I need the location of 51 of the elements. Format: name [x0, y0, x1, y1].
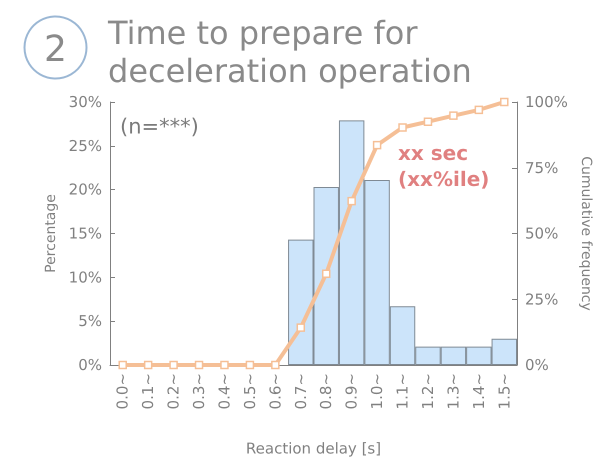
- chart-title: Time to prepare for deceleration operation: [107, 14, 472, 90]
- y-tick-label: 25%: [68, 136, 102, 155]
- point: [118, 360, 127, 370]
- point: [194, 360, 204, 370]
- y2-tick-label: 25%: [525, 290, 558, 308]
- point: [220, 360, 229, 370]
- x-tick-label: 1.4~: [470, 373, 488, 410]
- x-tick-label: 1.0~: [368, 373, 386, 410]
- y2-tick-label: 75%: [525, 158, 558, 177]
- y-tick-label: 0%: [78, 356, 102, 374]
- point: [424, 117, 432, 126]
- point: [322, 269, 330, 278]
- point: [347, 196, 356, 206]
- y-tick-label: 30%: [68, 93, 102, 111]
- point: [449, 111, 458, 120]
- x-tick-label: 0.9~: [342, 373, 361, 410]
- x-axis-title: Reaction delay [s]: [246, 440, 382, 458]
- x-tick-label: 1.2~: [418, 373, 437, 410]
- y2-tick-label: 50%: [525, 224, 558, 242]
- annotation: (n=***): [120, 114, 199, 138]
- y2-tick-label: 100%: [525, 93, 568, 111]
- point: [246, 360, 254, 370]
- x-tick-label: 0.1~: [139, 373, 158, 410]
- x-tick-label: 0.6~: [266, 373, 284, 410]
- point: [474, 106, 484, 114]
- point: [169, 360, 178, 370]
- text: 2: [44, 29, 67, 70]
- y2-tick-label: 0%: [525, 356, 549, 374]
- x-tick-label: 0.0~: [114, 373, 132, 410]
- x-tick-label: 1.5~: [495, 373, 514, 410]
- annotation: xx sec (xx%ile): [398, 141, 490, 191]
- y-tick-label: 10%: [68, 268, 102, 286]
- point: [500, 98, 509, 106]
- x-tick-label: 0.7~: [292, 373, 310, 410]
- x-tick-label: 0.5~: [240, 373, 259, 410]
- y-tick-label: 15%: [68, 224, 102, 242]
- point: [144, 360, 152, 370]
- x-tick-label: 0.3~: [190, 373, 208, 410]
- y2-axis-title: Cumulative frequency: [578, 156, 594, 311]
- y-tick-label: 5%: [78, 312, 102, 330]
- point: [372, 140, 382, 150]
- x-tick-label: 0.8~: [317, 373, 336, 410]
- x-tick-label: 0.4~: [215, 373, 234, 410]
- point: [271, 360, 280, 370]
- x-tick-label: 1.3~: [444, 373, 462, 410]
- point: [398, 123, 407, 132]
- point: [296, 323, 306, 332]
- x-tick-label: 1.1~: [394, 373, 412, 410]
- x-tick-label: 0.2~: [164, 373, 183, 410]
- y-axis-title: Percentage: [42, 194, 59, 273]
- y-tick-label: 20%: [68, 180, 102, 199]
